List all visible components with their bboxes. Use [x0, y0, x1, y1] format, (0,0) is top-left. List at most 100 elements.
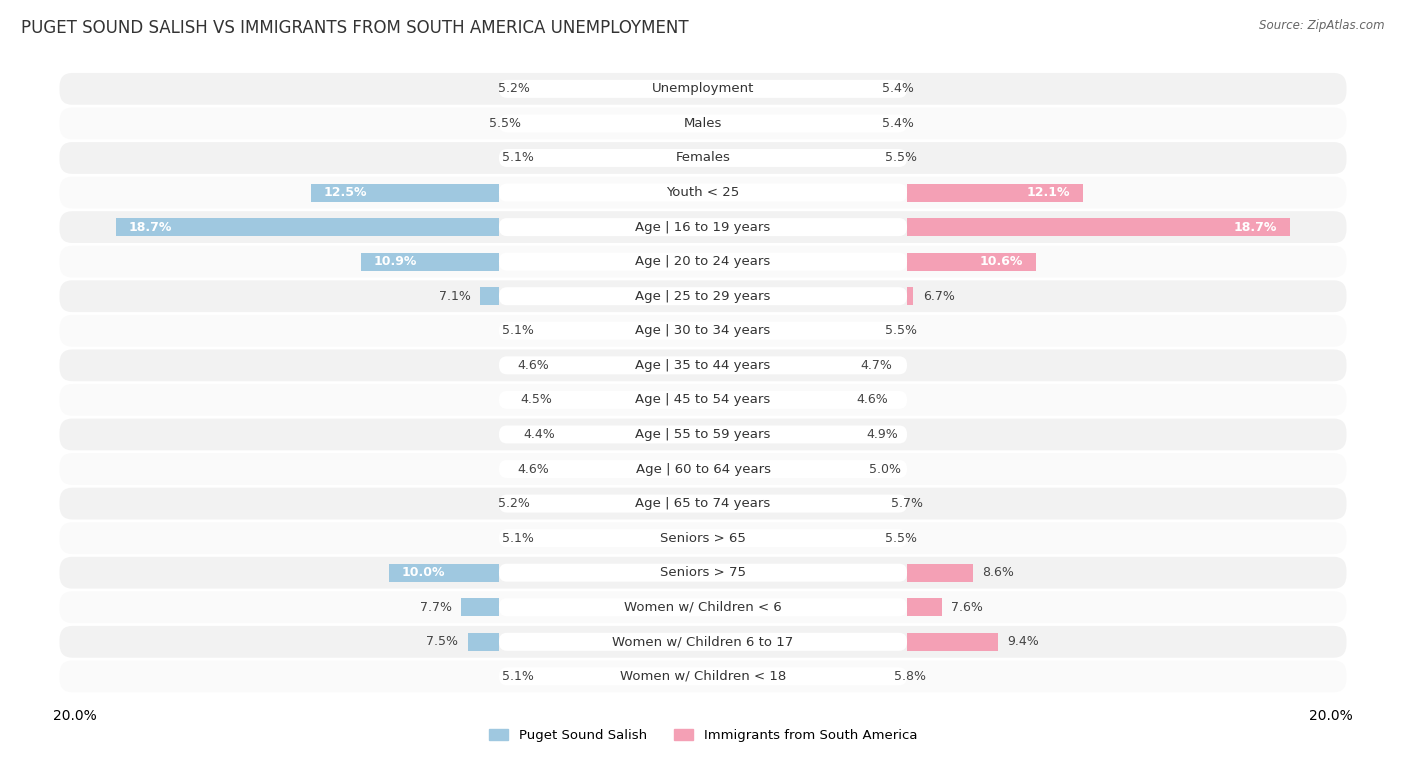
- FancyBboxPatch shape: [499, 529, 907, 547]
- Text: 12.5%: 12.5%: [323, 186, 367, 199]
- FancyBboxPatch shape: [59, 73, 1347, 104]
- Bar: [907, 183, 1083, 201]
- Text: 5.2%: 5.2%: [499, 497, 530, 510]
- FancyBboxPatch shape: [59, 660, 1347, 692]
- Text: 7.6%: 7.6%: [950, 601, 983, 614]
- Text: 5.4%: 5.4%: [882, 83, 914, 95]
- Bar: [461, 598, 499, 616]
- Bar: [907, 218, 1289, 236]
- Text: Women w/ Children 6 to 17: Women w/ Children 6 to 17: [613, 635, 793, 648]
- FancyBboxPatch shape: [59, 522, 1347, 554]
- FancyBboxPatch shape: [499, 494, 907, 512]
- Text: 4.7%: 4.7%: [860, 359, 891, 372]
- Text: 5.5%: 5.5%: [884, 324, 917, 338]
- FancyBboxPatch shape: [59, 315, 1347, 347]
- Text: Age | 45 to 54 years: Age | 45 to 54 years: [636, 394, 770, 407]
- FancyBboxPatch shape: [499, 460, 907, 478]
- Text: Seniors > 65: Seniors > 65: [659, 531, 747, 544]
- Text: 18.7%: 18.7%: [1234, 220, 1278, 234]
- Text: Age | 60 to 64 years: Age | 60 to 64 years: [636, 463, 770, 475]
- FancyBboxPatch shape: [499, 149, 907, 167]
- Text: Age | 20 to 24 years: Age | 20 to 24 years: [636, 255, 770, 268]
- FancyBboxPatch shape: [59, 176, 1347, 208]
- Text: Age | 55 to 59 years: Age | 55 to 59 years: [636, 428, 770, 441]
- FancyBboxPatch shape: [59, 419, 1347, 450]
- Legend: Puget Sound Salish, Immigrants from South America: Puget Sound Salish, Immigrants from Sout…: [489, 728, 917, 742]
- FancyBboxPatch shape: [59, 591, 1347, 623]
- Bar: [311, 183, 499, 201]
- Bar: [117, 218, 499, 236]
- Text: 5.5%: 5.5%: [884, 531, 917, 544]
- FancyBboxPatch shape: [59, 384, 1347, 416]
- FancyBboxPatch shape: [59, 488, 1347, 519]
- Text: 8.6%: 8.6%: [983, 566, 1014, 579]
- Bar: [468, 633, 499, 651]
- FancyBboxPatch shape: [499, 357, 907, 374]
- FancyBboxPatch shape: [499, 633, 907, 651]
- Text: Women w/ Children < 6: Women w/ Children < 6: [624, 601, 782, 614]
- Text: 5.4%: 5.4%: [882, 117, 914, 130]
- Text: 7.1%: 7.1%: [439, 290, 471, 303]
- FancyBboxPatch shape: [499, 322, 907, 340]
- Text: 7.7%: 7.7%: [420, 601, 451, 614]
- Text: Seniors > 75: Seniors > 75: [659, 566, 747, 579]
- FancyBboxPatch shape: [499, 80, 907, 98]
- Text: 18.7%: 18.7%: [128, 220, 172, 234]
- FancyBboxPatch shape: [499, 668, 907, 685]
- FancyBboxPatch shape: [499, 598, 907, 616]
- Text: 5.1%: 5.1%: [502, 670, 533, 683]
- FancyBboxPatch shape: [59, 142, 1347, 174]
- FancyBboxPatch shape: [499, 114, 907, 132]
- Text: 5.1%: 5.1%: [502, 324, 533, 338]
- Text: 4.4%: 4.4%: [523, 428, 555, 441]
- FancyBboxPatch shape: [499, 391, 907, 409]
- FancyBboxPatch shape: [59, 280, 1347, 312]
- FancyBboxPatch shape: [499, 425, 907, 444]
- Text: Males: Males: [683, 117, 723, 130]
- Text: 10.0%: 10.0%: [402, 566, 446, 579]
- Text: 5.1%: 5.1%: [502, 151, 533, 164]
- Text: 5.7%: 5.7%: [891, 497, 924, 510]
- Text: Age | 30 to 34 years: Age | 30 to 34 years: [636, 324, 770, 338]
- Text: 6.7%: 6.7%: [922, 290, 955, 303]
- Text: 4.6%: 4.6%: [517, 463, 550, 475]
- FancyBboxPatch shape: [59, 246, 1347, 278]
- Text: 5.5%: 5.5%: [489, 117, 522, 130]
- FancyBboxPatch shape: [59, 453, 1347, 485]
- FancyBboxPatch shape: [499, 183, 907, 201]
- Text: 9.4%: 9.4%: [1008, 635, 1039, 648]
- FancyBboxPatch shape: [59, 557, 1347, 589]
- Text: 5.2%: 5.2%: [499, 83, 530, 95]
- FancyBboxPatch shape: [59, 211, 1347, 243]
- Text: 4.5%: 4.5%: [520, 394, 553, 407]
- Text: Source: ZipAtlas.com: Source: ZipAtlas.com: [1260, 19, 1385, 32]
- Text: PUGET SOUND SALISH VS IMMIGRANTS FROM SOUTH AMERICA UNEMPLOYMENT: PUGET SOUND SALISH VS IMMIGRANTS FROM SO…: [21, 19, 689, 37]
- FancyBboxPatch shape: [499, 287, 907, 305]
- Text: Women w/ Children < 18: Women w/ Children < 18: [620, 670, 786, 683]
- Text: Females: Females: [675, 151, 731, 164]
- Text: Age | 35 to 44 years: Age | 35 to 44 years: [636, 359, 770, 372]
- Bar: [907, 633, 998, 651]
- Text: 5.5%: 5.5%: [884, 151, 917, 164]
- Text: 5.8%: 5.8%: [894, 670, 927, 683]
- Bar: [907, 253, 1036, 271]
- FancyBboxPatch shape: [59, 350, 1347, 382]
- Text: 10.6%: 10.6%: [980, 255, 1024, 268]
- FancyBboxPatch shape: [59, 626, 1347, 658]
- Bar: [907, 287, 914, 305]
- Text: 4.6%: 4.6%: [856, 394, 889, 407]
- Text: 10.9%: 10.9%: [374, 255, 416, 268]
- FancyBboxPatch shape: [499, 218, 907, 236]
- Bar: [907, 564, 973, 581]
- Bar: [389, 564, 499, 581]
- FancyBboxPatch shape: [499, 253, 907, 271]
- Text: 7.5%: 7.5%: [426, 635, 458, 648]
- Text: 4.9%: 4.9%: [866, 428, 898, 441]
- Text: 5.0%: 5.0%: [869, 463, 901, 475]
- Text: Age | 65 to 74 years: Age | 65 to 74 years: [636, 497, 770, 510]
- Text: 5.1%: 5.1%: [502, 531, 533, 544]
- Text: 4.6%: 4.6%: [517, 359, 550, 372]
- Bar: [361, 253, 499, 271]
- Text: Youth < 25: Youth < 25: [666, 186, 740, 199]
- Text: Unemployment: Unemployment: [652, 83, 754, 95]
